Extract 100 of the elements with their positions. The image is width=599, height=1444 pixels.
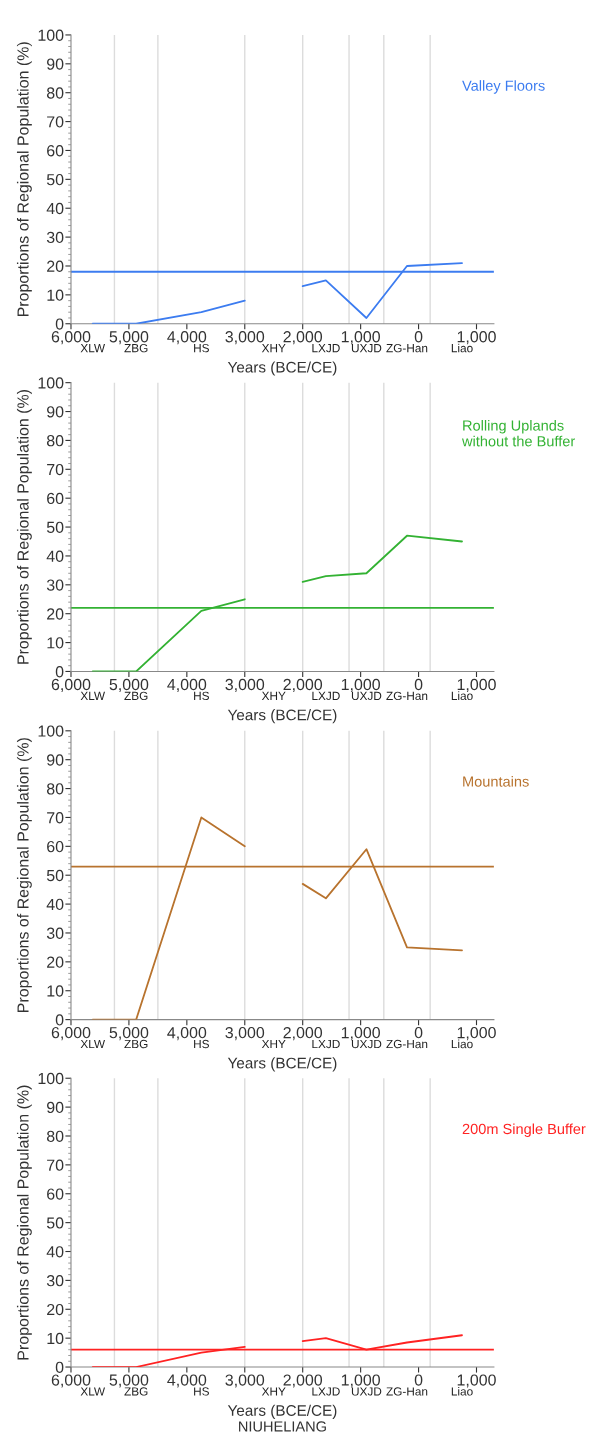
y-tick-label: 70 — [47, 1159, 64, 1171]
y-tick-label: 30 — [46, 579, 64, 591]
x-tick-label: 5,000 — [109, 678, 149, 693]
text: Rolling Uplands without the Buffer — [461, 419, 576, 447]
x-tick-label: 3,000 — [225, 331, 265, 345]
x-tick-label: 0 — [414, 1374, 423, 1386]
x-tick-label: 6,000 — [51, 678, 91, 693]
x-tick-label: 5,000 — [109, 1374, 149, 1388]
y-tick-label: 10 — [47, 985, 64, 997]
text: UXJD — [351, 1039, 382, 1049]
text: Liao — [451, 691, 473, 701]
y-tick-label: 30 — [46, 1275, 64, 1287]
text: XLW — [80, 1039, 106, 1049]
x-tick-label: 1,000 — [341, 678, 380, 693]
text: Liao — [451, 343, 473, 353]
x-tick-label: 5,000 — [109, 331, 149, 345]
text: HS — [194, 691, 209, 701]
y-tick-label: 0 — [55, 1361, 64, 1373]
text: 200m Single Buffer — [462, 1123, 586, 1138]
y-tick-label: 100 — [38, 725, 64, 737]
x-tick-label: 4,000 — [167, 331, 207, 345]
text: ZG-Han — [386, 343, 428, 353]
y-axis-title: Proportions of Regional Population (%) — [16, 42, 32, 317]
y-tick-label: 90 — [47, 754, 64, 766]
y-tick-label: 100 — [38, 29, 64, 41]
x-tick-label: 5,000 — [109, 1026, 149, 1041]
x-tick-label: 4,000 — [167, 1374, 207, 1388]
y-tick-label: 20 — [47, 956, 64, 968]
y-tick-label: 80 — [46, 435, 64, 447]
text: UXJD — [351, 1387, 382, 1396]
text: LXJD — [312, 1387, 340, 1396]
text: ZBG — [124, 691, 148, 701]
y-tick-label: 50 — [46, 1217, 64, 1229]
x-tick-label: 0 — [414, 331, 423, 343]
x-axis-title: Years (BCE/CE) — [227, 709, 337, 724]
y-tick-label: 100 — [38, 377, 64, 389]
y-axis-title: Proportions of Regional Population (%) — [16, 389, 32, 664]
text: NIUHELIANG — [239, 1421, 326, 1432]
y-tick-label: 80 — [46, 1130, 64, 1142]
text: XHY — [261, 1387, 286, 1396]
text: ZBG — [124, 1387, 148, 1396]
text: Mountains — [463, 776, 529, 787]
x-tick-label: 2,000 — [283, 678, 323, 693]
y-tick-label: 70 — [47, 463, 64, 476]
y-tick-label: 50 — [46, 869, 64, 882]
text: HS — [194, 343, 209, 353]
x-tick-label: 1,000 — [457, 1374, 496, 1388]
y-tick-label: 50 — [46, 173, 64, 186]
y-tick-label: 20 — [47, 608, 64, 620]
x-tick-label: 1,000 — [341, 1374, 380, 1388]
y-tick-label: 0 — [55, 1014, 64, 1026]
y-tick-label: 80 — [46, 783, 64, 795]
text: ZG-Han — [386, 1039, 428, 1049]
x-tick-label: 0 — [414, 678, 423, 691]
y-tick-label: 0 — [55, 666, 64, 678]
text: XLW — [80, 691, 106, 700]
text: UXJD — [351, 344, 382, 353]
y-tick-label: 90 — [47, 406, 64, 418]
text: Valley Floors — [462, 80, 545, 94]
y-tick-label: 60 — [47, 1188, 64, 1200]
text: HS — [194, 1039, 209, 1049]
y-tick-label: 60 — [47, 492, 64, 505]
y-tick-label: 30 — [46, 231, 64, 244]
x-tick-label: 6,000 — [51, 1374, 91, 1388]
x-tick-label: 1,000 — [341, 1026, 380, 1041]
y-tick-label: 10 — [47, 1332, 64, 1345]
y-tick-label: 10 — [47, 637, 64, 649]
x-tick-label: 3,000 — [225, 1026, 265, 1041]
text: XHY — [261, 344, 286, 353]
y-tick-label: 60 — [47, 840, 64, 853]
x-tick-label: 1,000 — [457, 1026, 496, 1041]
text: XLW — [80, 1387, 106, 1396]
text: HS — [194, 1387, 209, 1396]
x-axis-title: Years (BCE/CE) — [227, 361, 337, 376]
x-tick-label: 2,000 — [283, 331, 323, 345]
text: XHY — [261, 691, 286, 700]
text: UXJD — [351, 691, 382, 701]
text: Liao — [451, 1386, 473, 1396]
text: LXJD — [312, 1039, 340, 1049]
x-tick-label: 4,000 — [167, 678, 207, 693]
text: ZBG — [124, 343, 148, 353]
y-tick-label: 40 — [46, 202, 64, 215]
y-tick-label: 70 — [47, 116, 64, 128]
x-tick-label: 1,000 — [341, 331, 380, 345]
y-tick-label: 10 — [47, 289, 64, 301]
x-axis-title: Years (BCE/CE) — [227, 1404, 337, 1419]
y-tick-label: 30 — [46, 927, 64, 939]
y-tick-label: 90 — [47, 58, 64, 70]
y-tick-label: 50 — [46, 521, 64, 533]
y-tick-label: 40 — [46, 550, 64, 562]
text: Liao — [451, 1039, 473, 1049]
x-tick-label: 3,000 — [225, 678, 265, 693]
text: LXJD — [312, 691, 340, 701]
x-axis-title: Years (BCE/CE) — [227, 1057, 337, 1072]
y-tick-label: 60 — [47, 145, 64, 157]
text: ZG-Han — [386, 691, 428, 701]
y-tick-label: 90 — [47, 1101, 64, 1114]
x-tick-label: 1,000 — [457, 331, 496, 345]
y-tick-label: 80 — [46, 87, 64, 99]
y-tick-label: 70 — [47, 812, 64, 824]
